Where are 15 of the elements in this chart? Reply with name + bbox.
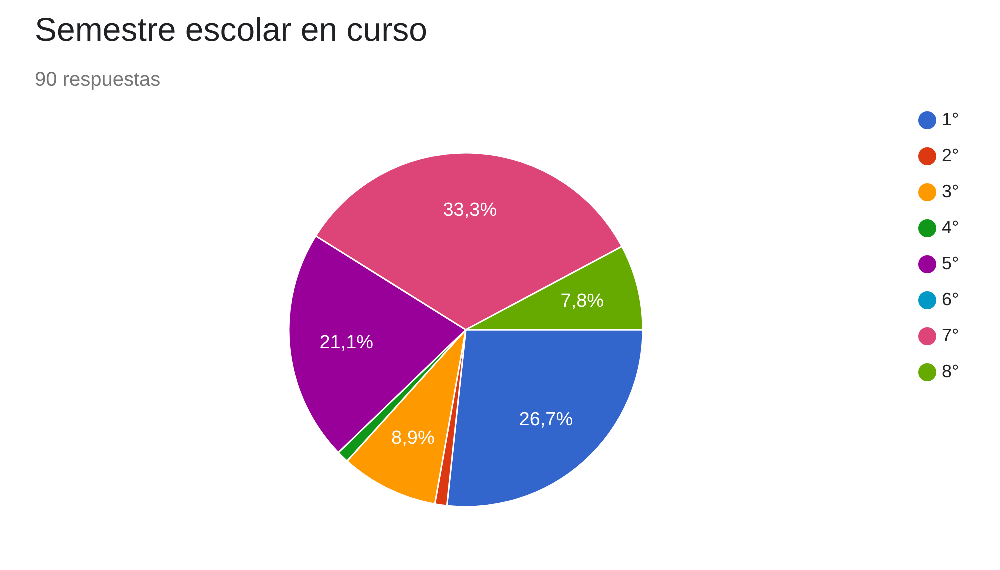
chart-title: Semestre escolar en curso xyxy=(35,11,428,48)
legend-label: 2° xyxy=(942,146,960,166)
legend-label: 7° xyxy=(942,326,960,346)
data-label: 21,1% xyxy=(320,332,374,354)
text: 90 respuestas xyxy=(35,69,161,91)
legend-label: 5° xyxy=(942,254,960,274)
legend-label: 6° xyxy=(942,290,960,310)
data-label: 33,3% xyxy=(443,200,498,222)
legend-label: 8° xyxy=(942,362,960,382)
legend-label: 1° xyxy=(942,110,960,130)
data-label: 26,7% xyxy=(519,409,574,430)
legend-label: 3° xyxy=(942,182,960,202)
legend-label: 4° xyxy=(942,218,960,238)
data-label: 8,9% xyxy=(392,428,435,449)
data-label: 7,8% xyxy=(560,290,604,312)
